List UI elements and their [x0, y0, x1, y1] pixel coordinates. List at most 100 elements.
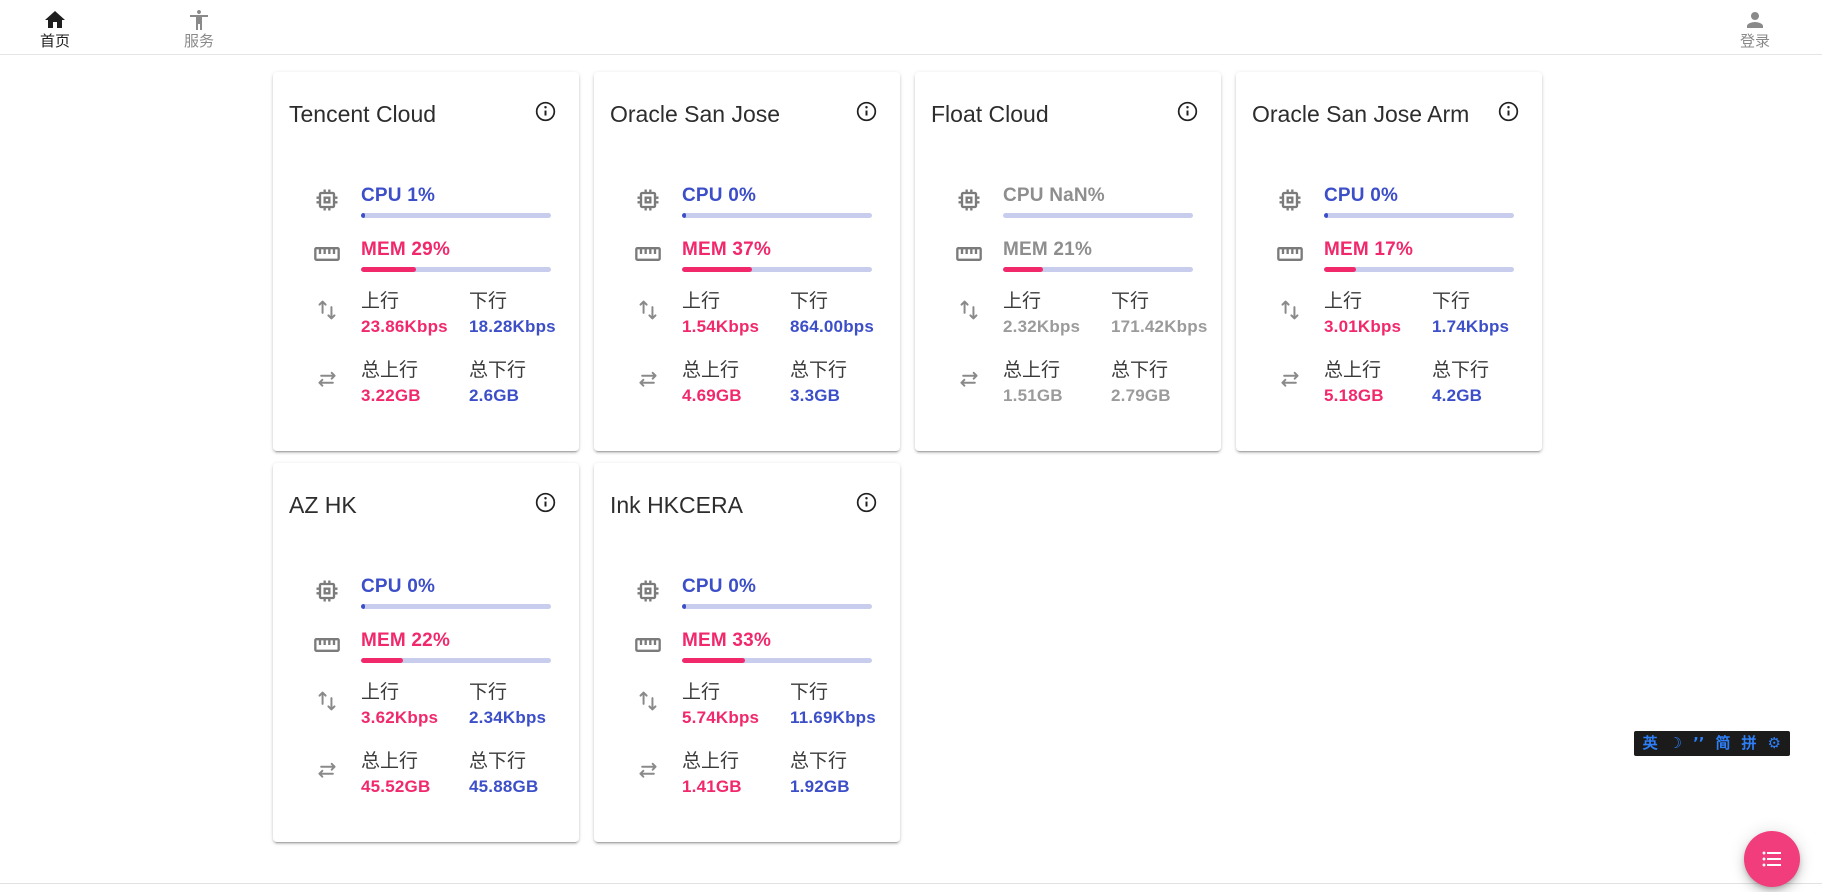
mem-row: MEM 33% — [634, 631, 872, 663]
ime-item-5[interactable]: ⚙ — [1767, 734, 1781, 752]
ime-item-3[interactable]: 简 — [1715, 734, 1731, 752]
info-icon[interactable] — [534, 100, 557, 123]
upload-speed: 上行 3.62Kbps — [361, 682, 469, 728]
cpu-row: CPU 1% — [313, 186, 551, 218]
download-speed: 下行 11.69Kbps — [790, 682, 876, 728]
cpu-row: CPU 0% — [1276, 186, 1514, 218]
card-header: Oracle San Jose — [594, 72, 900, 130]
info-icon[interactable] — [855, 100, 878, 123]
download-value: 171.42Kbps — [1111, 317, 1208, 336]
ime-item-2[interactable]: ’’ — [1693, 734, 1705, 752]
download-label: 下行 — [790, 682, 829, 703]
cpu-progress-fill — [361, 213, 365, 218]
memory-ruler-icon — [314, 638, 340, 652]
memory-ruler-icon — [635, 638, 661, 652]
card-header: Float Cloud — [915, 72, 1221, 130]
cpu-usage-label: CPU 0% — [361, 576, 436, 597]
download-label: 下行 — [790, 291, 829, 312]
server-card: Ink HKCERA CPU 0% MEM 33% — [594, 463, 900, 842]
speed-row: 上行 2.32Kbps 下行 171.42Kbps — [955, 291, 1207, 337]
download-value: 18.28Kbps — [469, 317, 556, 336]
memory-ruler-icon — [635, 247, 661, 261]
info-icon[interactable] — [534, 491, 557, 514]
server-name: Tencent Cloud — [289, 101, 437, 127]
cpu-progress-bar — [361, 604, 551, 609]
server-name: Ink HKCERA — [610, 492, 743, 518]
up-down-arrows-icon — [960, 300, 978, 320]
server-card: AZ HK CPU 0% MEM 22% — [273, 463, 579, 842]
server-card: Oracle San Jose CPU 0% MEM 37% — [594, 72, 900, 451]
server-card-grid: Tencent Cloud CPU 1% MEM 29% — [273, 72, 1542, 842]
cpu-progress-bar — [682, 213, 872, 218]
total-row: 总上行 5.18GB 总下行 4.2GB — [1276, 360, 1514, 406]
home-icon — [45, 10, 65, 28]
download-label: 下行 — [1111, 291, 1150, 312]
total-upload: 总上行 1.41GB — [682, 751, 790, 797]
mem-progress-bar — [682, 658, 872, 663]
top-navbar: 首页 服务 登录 — [0, 0, 1822, 55]
total-upload: 总上行 1.51GB — [1003, 360, 1111, 406]
nav-item-services[interactable]: 服务 — [170, 0, 228, 54]
total-download: 总下行 1.92GB — [790, 751, 872, 797]
memory-ruler-icon — [314, 247, 340, 261]
card-header: Oracle San Jose Arm — [1236, 72, 1542, 130]
upload-value: 2.32Kbps — [1003, 317, 1081, 336]
swap-horizontal-icon — [639, 762, 657, 778]
total-row: 总上行 1.51GB 总下行 2.79GB — [955, 360, 1193, 406]
cpu-chip-icon — [637, 580, 659, 602]
nav-item-label: 登录 — [1739, 32, 1770, 50]
mem-row: MEM 22% — [313, 631, 551, 663]
upload-speed: 上行 2.32Kbps — [1003, 291, 1111, 337]
ime-item-0[interactable]: 英 — [1642, 734, 1658, 752]
info-icon[interactable] — [1176, 100, 1199, 123]
nav-item-home[interactable]: 首页 — [26, 0, 84, 54]
upload-label: 上行 — [361, 682, 400, 703]
info-icon[interactable] — [855, 491, 878, 514]
download-speed: 下行 18.28Kbps — [469, 291, 556, 337]
mem-usage-label: MEM 33% — [682, 630, 772, 651]
swap-horizontal-icon — [318, 762, 336, 778]
cpu-chip-icon — [316, 580, 338, 602]
mem-row: MEM 37% — [634, 240, 872, 272]
total-download-label: 总下行 — [790, 751, 848, 772]
info-icon[interactable] — [1497, 100, 1520, 123]
download-speed: 下行 171.42Kbps — [1111, 291, 1208, 337]
upload-speed: 上行 3.01Kbps — [1324, 291, 1432, 337]
total-upload-label: 总上行 — [682, 360, 740, 381]
server-list-fab[interactable] — [1744, 831, 1800, 887]
swap-horizontal-icon — [960, 371, 978, 387]
total-row: 总上行 1.41GB 总下行 1.92GB — [634, 751, 872, 797]
total-download-value: 1.92GB — [790, 777, 850, 796]
nav-item-login[interactable]: 登录 — [1726, 0, 1784, 54]
total-download-value: 4.2GB — [1432, 386, 1483, 405]
upload-value: 1.54Kbps — [682, 317, 760, 336]
cpu-usage-label: CPU 0% — [682, 185, 757, 206]
mem-progress-fill — [361, 267, 417, 272]
download-speed: 下行 2.34Kbps — [469, 682, 551, 728]
mem-progress-bar — [1003, 267, 1193, 272]
swap-horizontal-icon — [639, 371, 657, 387]
download-label: 下行 — [1432, 291, 1471, 312]
ime-item-1[interactable]: ☽ — [1668, 734, 1683, 752]
total-upload-value: 5.18GB — [1324, 386, 1384, 405]
cpu-progress-fill — [361, 604, 365, 609]
up-down-arrows-icon — [318, 300, 336, 320]
download-speed: 下行 864.00bps — [790, 291, 874, 337]
cpu-progress-bar — [682, 604, 872, 609]
download-label: 下行 — [469, 291, 508, 312]
server-card: Float Cloud CPU NaN% MEM 21% — [915, 72, 1221, 451]
footer-divider — [0, 883, 1822, 884]
memory-ruler-icon — [1277, 247, 1303, 261]
card-header: Tencent Cloud — [273, 72, 579, 130]
cpu-row: CPU 0% — [634, 577, 872, 609]
server-name: AZ HK — [289, 492, 357, 518]
upload-value: 3.01Kbps — [1324, 317, 1402, 336]
cpu-chip-icon — [958, 189, 980, 211]
up-down-arrows-icon — [1281, 300, 1299, 320]
download-label: 下行 — [469, 682, 508, 703]
card-stats: CPU NaN% MEM 21% 上行 — [915, 186, 1221, 406]
up-down-arrows-icon — [639, 300, 657, 320]
total-download: 总下行 2.79GB — [1111, 360, 1193, 406]
cpu-chip-icon — [316, 189, 338, 211]
ime-item-4[interactable]: 拼 — [1741, 734, 1757, 752]
